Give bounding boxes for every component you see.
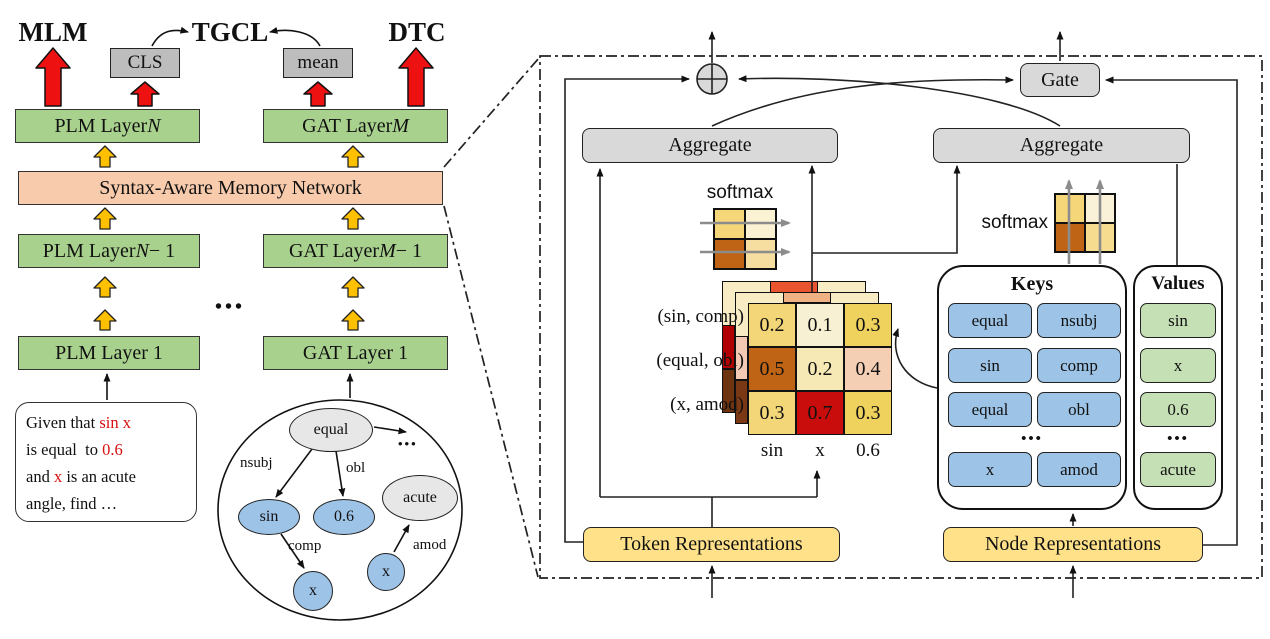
node-acute: acute xyxy=(382,475,458,521)
panel-wires xyxy=(564,31,1238,598)
matrix-cell: 0.1 xyxy=(796,303,844,347)
node-sin: sin xyxy=(238,499,300,535)
panel-border xyxy=(443,55,1263,579)
objective-mlm: MLM xyxy=(18,16,88,47)
key-cell: equal xyxy=(948,303,1032,338)
gat-layer-m1-box: GAT Layer M − 1 xyxy=(263,234,448,268)
objective-dtc: DTC xyxy=(388,16,446,47)
node-representations-box: Node Representations xyxy=(943,527,1203,562)
cls-arrow xyxy=(130,81,160,107)
key-cell: x xyxy=(948,452,1032,487)
value-cell: 0.6 xyxy=(1140,392,1216,427)
objective-red-arrows xyxy=(35,47,434,107)
values-ellipsis: ••• xyxy=(1167,430,1189,447)
plm-layer-n-box: PLM Layer N xyxy=(15,109,200,143)
key-cell: sin xyxy=(948,348,1032,383)
key-cell: amod xyxy=(1037,452,1121,487)
pooling-to-tgcl-arrows xyxy=(151,26,321,47)
question-box: Given that sin x is equal to 0.6 and x i… xyxy=(15,402,197,522)
matrix-col-label: sin xyxy=(760,440,784,461)
matrix-row-label: (sin, comp) xyxy=(657,306,744,327)
softmax-right-grid xyxy=(1054,193,1116,253)
gat-layer-m-box: GAT Layer M xyxy=(263,109,448,143)
gate-box: Gate xyxy=(1020,63,1100,97)
softmax-left-label: softmax xyxy=(706,182,774,203)
mean-arrow xyxy=(303,81,333,107)
key-cell: obl xyxy=(1037,392,1121,427)
question-line-3: and x is an acute xyxy=(26,467,136,486)
key-cell: equal xyxy=(948,392,1032,427)
plm-layer-1-box: PLM Layer 1 xyxy=(18,336,200,370)
attention-matrix-front: 0.2 0.1 0.3 0.5 0.2 0.4 0.3 0.7 0.3 xyxy=(748,303,892,435)
question-line-2: is equal to 0.6 xyxy=(26,440,123,459)
matrix-row-label: (x, amod) xyxy=(670,394,744,415)
node-equal: equal xyxy=(289,408,373,452)
sum-circle xyxy=(696,63,728,95)
matrix-cell: 0.2 xyxy=(748,303,796,347)
question-line-1: Given that sin x xyxy=(26,413,131,432)
values-title: Values xyxy=(1151,273,1205,294)
gat-layer-m-label: GAT Layer xyxy=(302,114,393,137)
softmax-left-grid xyxy=(713,208,777,270)
edge-label-comp: comp xyxy=(288,538,322,554)
node-x-comp: x xyxy=(293,571,333,611)
node-0-6: 0.6 xyxy=(313,499,375,535)
aggregate-right-box: Aggregate xyxy=(933,128,1190,163)
matrix-cell: 0.7 xyxy=(796,391,844,435)
plm-layer-n-label: PLM Layer xyxy=(54,114,148,137)
layers-ellipsis: ••• xyxy=(214,295,245,318)
node-x-amod: x xyxy=(367,553,405,591)
matrix-cell: 0.3 xyxy=(844,391,892,435)
plm-layer-n1-box: PLM Layer N − 1 xyxy=(18,234,200,268)
dependency-graph-outline xyxy=(217,399,463,621)
value-cell: x xyxy=(1140,348,1216,383)
objective-tgcl: TGCL xyxy=(191,16,269,47)
matrix-col-label: 0.6 xyxy=(856,440,880,461)
key-cell: comp xyxy=(1037,348,1121,383)
keys-ellipsis: ••• xyxy=(1021,430,1043,447)
dtc-arrow xyxy=(398,47,434,107)
pool-mean-box: mean xyxy=(283,48,353,78)
matrix-cell: 0.3 xyxy=(748,391,796,435)
keys-title: Keys xyxy=(1010,273,1054,295)
memory-network-box: Syntax-Aware Memory Network xyxy=(18,171,443,205)
aggregate-left-box: Aggregate xyxy=(582,128,838,163)
key-cell: nsubj xyxy=(1037,303,1121,338)
edge-label-obl: obl xyxy=(346,460,366,476)
value-cell: sin xyxy=(1140,303,1216,338)
question-line-4: angle, find … xyxy=(26,494,118,513)
matrix-cell: 0.4 xyxy=(844,347,892,391)
layer-yellow-arrows xyxy=(93,145,365,331)
matrix-cell: 0.3 xyxy=(844,303,892,347)
matrix-cell: 0.2 xyxy=(796,347,844,391)
edge-label-amod: amod xyxy=(413,537,447,553)
input-arrows xyxy=(103,373,354,400)
edge-label-nsubj: nsubj xyxy=(240,455,273,471)
token-representations-box: Token Representations xyxy=(583,527,840,562)
gat-layer-1-box: GAT Layer 1 xyxy=(263,336,448,370)
matrix-cell: 0.5 xyxy=(748,347,796,391)
matrix-col-label: x xyxy=(815,440,825,461)
pool-cls-box: CLS xyxy=(110,48,180,78)
value-cell: acute xyxy=(1140,452,1216,487)
matrix-row-label: (equal, obl) xyxy=(656,350,744,371)
softmax-right-label: softmax xyxy=(981,212,1048,233)
mlm-arrow xyxy=(35,47,71,107)
graph-ellipsis: ••• xyxy=(398,436,418,451)
